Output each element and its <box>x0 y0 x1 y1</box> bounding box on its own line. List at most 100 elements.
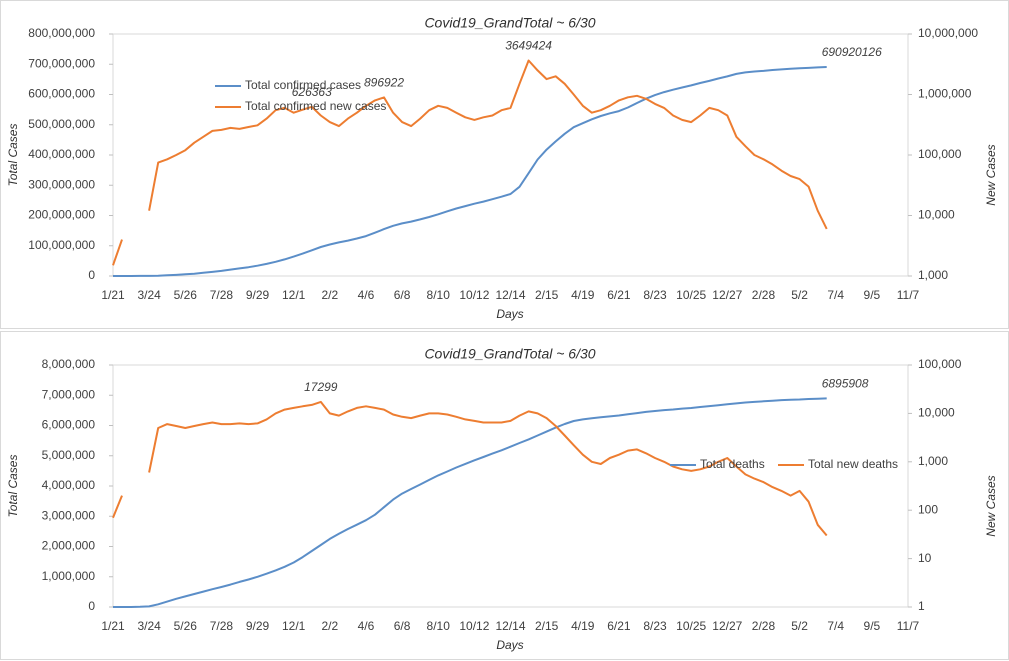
x-tick-label: 4/19 <box>571 619 595 633</box>
y-tick-label: 700,000,000 <box>28 56 95 70</box>
y2-tick-label: 1,000,000 <box>918 87 972 101</box>
x-tick-label: 4/6 <box>358 619 375 633</box>
series-line <box>113 397 827 608</box>
legend-label: Total confirmed new cases <box>245 99 386 113</box>
y2-tick-label: 100,000 <box>918 147 962 161</box>
x-axis-title: Days <box>496 638 523 652</box>
y2-tick-label: 100 <box>918 502 938 516</box>
y-tick-label: 100,000,000 <box>28 238 95 252</box>
y-tick-label: 0 <box>88 268 95 282</box>
y-tick-label: 4,000,000 <box>42 478 96 492</box>
y2-tick-label: 10,000,000 <box>918 26 978 40</box>
x-tick-label: 2/15 <box>535 619 559 633</box>
legend-label: Total deaths <box>700 457 765 471</box>
x-tick-label: 7/28 <box>210 619 234 633</box>
x-tick-label: 2/28 <box>752 288 776 302</box>
y-tick-label: 300,000,000 <box>28 177 95 191</box>
y-tick-label: 1,000,000 <box>42 569 96 583</box>
y-tick-label: 500,000,000 <box>28 117 95 131</box>
y2-tick-label: 1,000 <box>918 268 948 282</box>
x-tick-label: 10/12 <box>459 288 489 302</box>
x-tick-label: 12/14 <box>495 619 525 633</box>
y2-tick-label: 10 <box>918 551 932 565</box>
chart-panel: Covid19_GrandTotal ~ 6/30 0 100,000,000 200… <box>0 0 1009 329</box>
y-tick-label: 200,000,000 <box>28 208 95 222</box>
x-tick-label: 12/1 <box>282 619 306 633</box>
x-axis-title: Days <box>496 307 523 321</box>
y2-tick-label: 100,000 <box>918 357 962 371</box>
x-tick-label: 7/4 <box>827 619 844 633</box>
y-tick-label: 8,000,000 <box>42 357 96 371</box>
x-tick-label: 2/28 <box>752 619 776 633</box>
x-tick-label: 3/24 <box>137 288 161 302</box>
x-tick-label: 8/23 <box>643 288 667 302</box>
x-tick-label: 2/2 <box>321 619 338 633</box>
y2-tick-label: 1,000 <box>918 454 948 468</box>
chart-title: Covid19_GrandTotal ~ 6/30 <box>424 346 595 362</box>
x-tick-label: 6/21 <box>607 619 631 633</box>
y2-axis-title: New Cases <box>984 144 998 205</box>
x-tick-label: 10/25 <box>676 619 706 633</box>
x-tick-label: 4/6 <box>358 288 375 302</box>
x-tick-label: 5/2 <box>791 288 808 302</box>
x-tick-label: 10/12 <box>459 619 489 633</box>
y2-tick-label: 1 <box>918 599 925 613</box>
x-tick-label: 5/26 <box>174 288 198 302</box>
data-label: 3649424 <box>505 39 552 53</box>
data-label: 6895908 <box>822 377 869 391</box>
y-tick-label: 2,000,000 <box>42 539 96 553</box>
x-tick-label: 7/28 <box>210 288 234 302</box>
legend-label: Total new deaths <box>808 457 898 471</box>
x-tick-label: 12/1 <box>282 288 306 302</box>
series-line <box>112 400 828 537</box>
y-tick-label: 5,000,000 <box>42 448 96 462</box>
data-label: 626363 <box>292 85 332 99</box>
x-tick-label: 2/15 <box>535 288 559 302</box>
x-tick-label: 9/29 <box>246 619 270 633</box>
x-tick-label: 5/26 <box>174 619 198 633</box>
x-tick-label: 10/25 <box>676 288 706 302</box>
x-tick-label: 2/2 <box>321 288 338 302</box>
y-tick-label: 0 <box>88 599 95 613</box>
x-tick-label: 6/8 <box>394 619 411 633</box>
x-tick-label: 7/4 <box>827 288 844 302</box>
legend-label: Total confirmed cases <box>245 78 361 92</box>
x-tick-label: 3/24 <box>137 619 161 633</box>
data-label: 17299 <box>304 380 338 394</box>
y-tick-label: 7,000,000 <box>42 387 96 401</box>
y-axis-title: Total Cases <box>6 124 20 187</box>
y-tick-label: 800,000,000 <box>28 26 95 40</box>
y2-tick-label: 10,000 <box>918 406 955 420</box>
y2-tick-label: 10,000 <box>918 208 955 222</box>
chart-panel: Covid19_GrandTotal ~ 6/30 0 1,000,000 2,000… <box>0 331 1009 660</box>
x-tick-label: 12/27 <box>712 619 742 633</box>
x-tick-label: 6/21 <box>607 288 631 302</box>
x-tick-label: 1/21 <box>101 619 125 633</box>
x-tick-label: 8/10 <box>427 288 451 302</box>
x-tick-label: 8/23 <box>643 619 667 633</box>
x-tick-label: 11/7 <box>897 288 920 302</box>
x-tick-label: 11/7 <box>897 619 920 633</box>
x-tick-label: 1/21 <box>101 288 125 302</box>
x-tick-label: 4/19 <box>571 288 595 302</box>
y-tick-label: 3,000,000 <box>42 508 96 522</box>
data-label: 690920126 <box>822 45 882 59</box>
chart-frame <box>0 331 1009 660</box>
series-line <box>113 66 827 277</box>
chart-frame <box>0 0 1009 329</box>
y-tick-label: 400,000,000 <box>28 147 95 161</box>
x-tick-label: 5/2 <box>791 619 808 633</box>
y2-axis-title: New Cases <box>984 475 998 536</box>
data-label: 896922 <box>364 76 404 90</box>
x-tick-label: 6/8 <box>394 288 411 302</box>
y-tick-label: 6,000,000 <box>42 418 96 432</box>
x-tick-label: 12/14 <box>495 288 525 302</box>
x-tick-label: 9/5 <box>864 619 881 633</box>
x-tick-label: 9/5 <box>864 288 881 302</box>
x-tick-label: 9/29 <box>246 288 270 302</box>
y-axis-title: Total Cases <box>6 455 20 518</box>
series-line <box>112 59 828 266</box>
y-tick-label: 600,000,000 <box>28 87 95 101</box>
